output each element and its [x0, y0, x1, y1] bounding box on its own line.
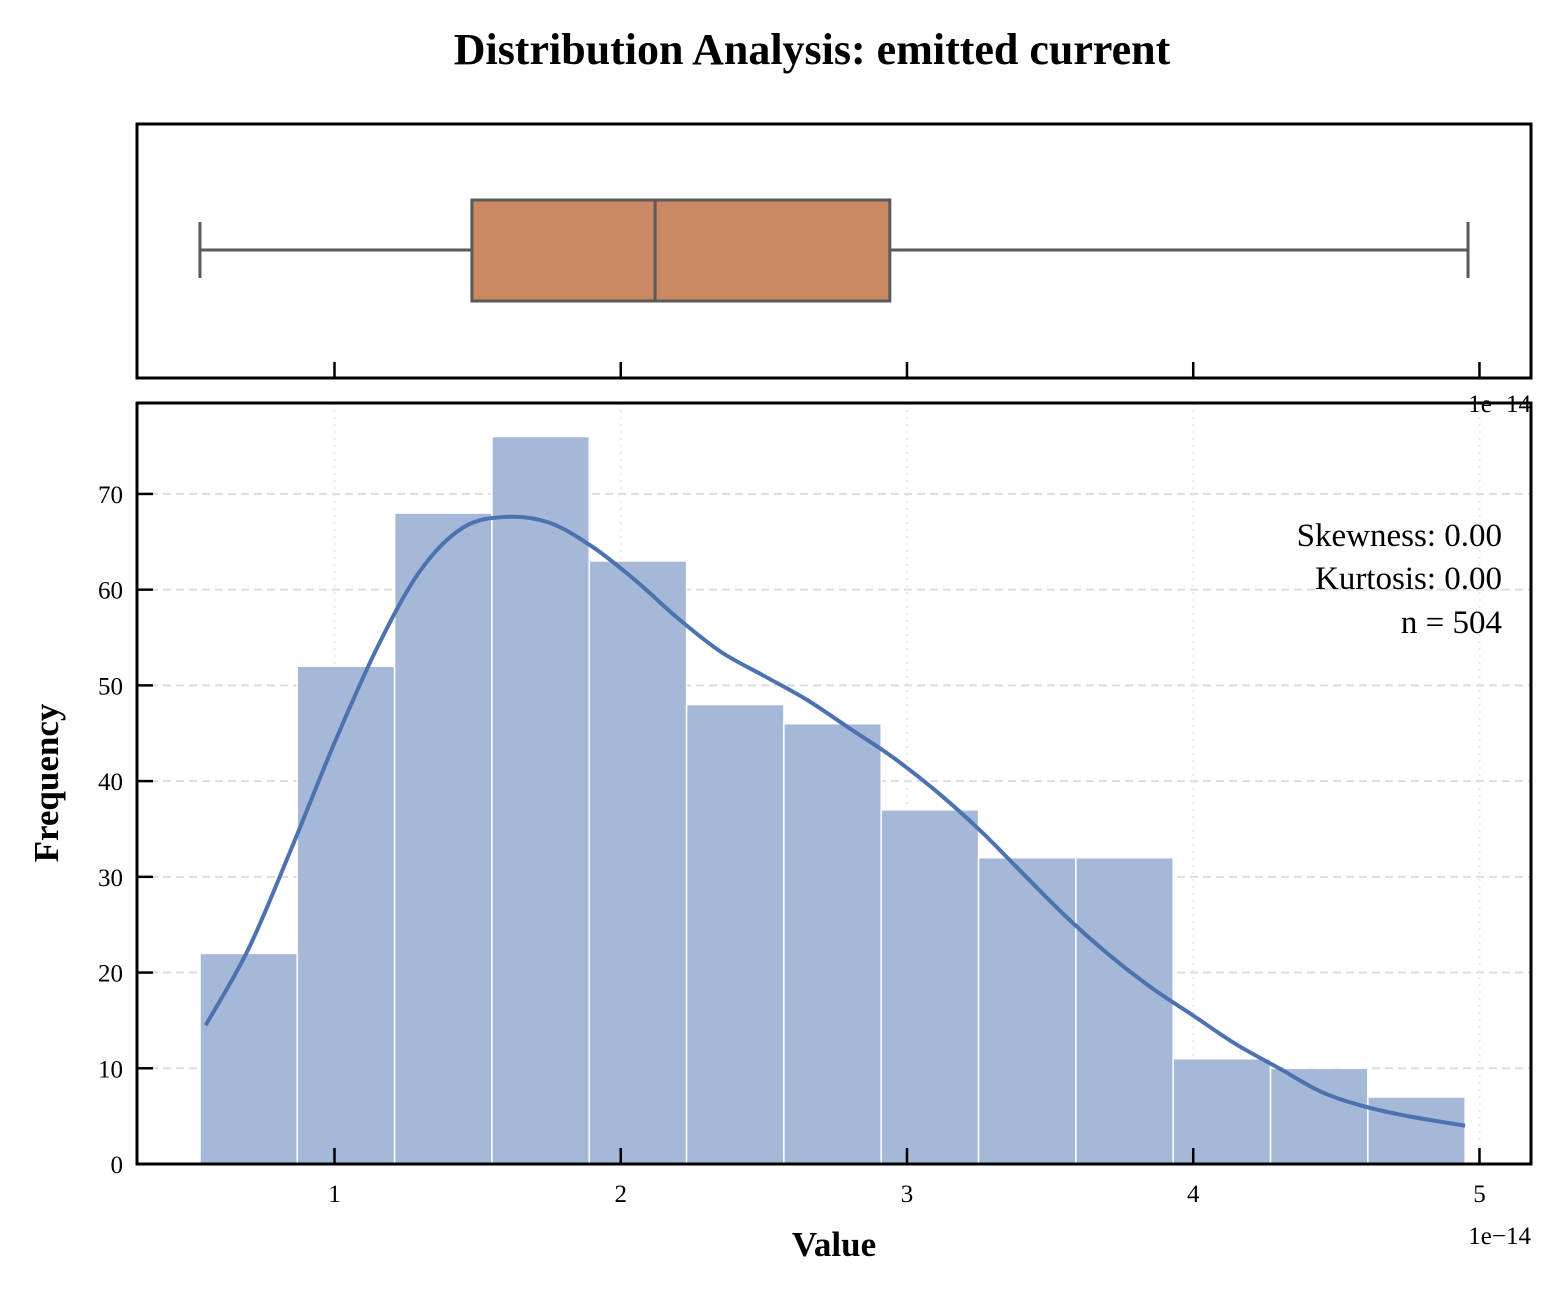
histogram-bar	[491, 435, 591, 1165]
y-tick-label: 20	[98, 961, 123, 988]
x-tick-label: 5	[1473, 1181, 1486, 1208]
histogram-bar	[296, 665, 396, 1165]
y-tick-label: 30	[98, 865, 123, 892]
histogram-bar	[1269, 1067, 1369, 1165]
x-axis-label: Value	[792, 1225, 876, 1264]
histogram-bar	[1172, 1057, 1272, 1165]
skewness-annotation: Skewness: 0.00	[1297, 518, 1502, 554]
histogram-bar	[393, 512, 493, 1165]
x-tick-label: 3	[901, 1181, 914, 1208]
kde-curve	[203, 514, 1466, 1128]
chart-title: Distribution Analysis: emitted current	[454, 25, 1171, 74]
y-axis-label: Frequency	[27, 703, 66, 862]
histogram-bar	[977, 856, 1077, 1165]
y-tick-label: 0	[111, 1152, 124, 1179]
histogram-bars	[199, 435, 1466, 1165]
interquartile-box	[470, 198, 892, 303]
boxplot-frame	[135, 122, 1533, 380]
histogram-bar	[880, 809, 980, 1165]
histogram-bar	[1367, 1096, 1466, 1165]
y-tick-label: 10	[98, 1056, 123, 1083]
histogram-frame	[135, 401, 1533, 1166]
histogram-bar	[588, 560, 688, 1165]
histogram-bar	[685, 703, 785, 1165]
x-tick-label: 2	[614, 1181, 627, 1208]
kurtosis-annotation: Kurtosis: 0.00	[1315, 561, 1502, 597]
y-tick-label: 70	[98, 482, 123, 509]
x-tick-label: 1	[328, 1181, 341, 1208]
x-offset-label: 1e−14	[1468, 1223, 1531, 1250]
y-tick-label: 40	[98, 769, 123, 796]
sample-size-annotation: n = 504	[1401, 605, 1502, 641]
histogram-bar	[199, 952, 299, 1165]
x-tick-label: 4	[1187, 1181, 1200, 1208]
boxplot-panel	[198, 198, 1470, 303]
y-tick-label: 50	[98, 673, 123, 700]
histogram-bar	[1075, 856, 1174, 1165]
y-tick-label: 60	[98, 578, 123, 605]
histogram-bar	[783, 722, 882, 1165]
